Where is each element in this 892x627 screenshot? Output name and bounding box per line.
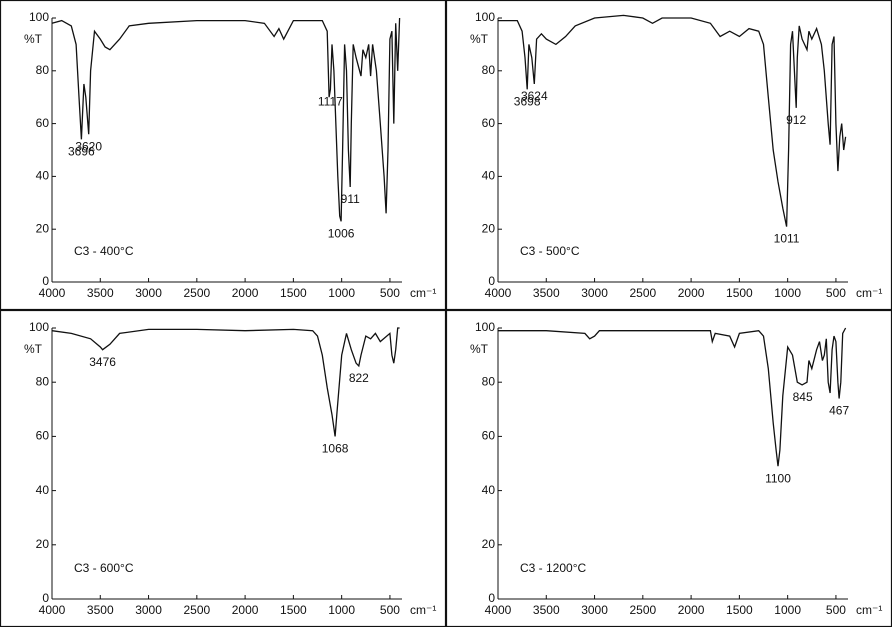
y-tick-label: 0 bbox=[42, 274, 49, 288]
y-tick-label: 80 bbox=[36, 374, 50, 388]
panel-title: C3 - 500°C bbox=[520, 244, 580, 258]
y-tick-label: 20 bbox=[482, 221, 496, 235]
spectrum-line bbox=[498, 14, 847, 227]
spectrum-line bbox=[51, 17, 401, 222]
x-tick-label: 2500 bbox=[183, 603, 210, 617]
peak-label: 1117 bbox=[318, 94, 343, 108]
panel-border bbox=[445, 0, 892, 311]
peak-label: 911 bbox=[341, 192, 360, 206]
y-tick-label: 20 bbox=[36, 221, 50, 235]
y-tick-label: 80 bbox=[36, 63, 50, 77]
y-tick-label: 60 bbox=[482, 429, 496, 443]
y-tick-label: 20 bbox=[482, 537, 496, 551]
y-axis-label: %T bbox=[24, 342, 43, 356]
y-tick-label: 100 bbox=[475, 320, 495, 334]
peak-label: 3624 bbox=[521, 89, 548, 103]
x-tick-label: 1000 bbox=[774, 603, 801, 617]
x-tick-label: 3500 bbox=[87, 286, 114, 300]
x-tick-label: 3000 bbox=[581, 286, 608, 300]
x-axis-unit: cm⁻¹ bbox=[856, 603, 882, 617]
x-tick-label: 4000 bbox=[39, 603, 66, 617]
x-axis-unit: cm⁻¹ bbox=[856, 286, 882, 300]
y-tick-label: 0 bbox=[42, 591, 49, 605]
peak-label: 1011 bbox=[774, 232, 800, 246]
y-tick-label: 40 bbox=[482, 483, 496, 497]
x-tick-label: 3500 bbox=[533, 603, 560, 617]
x-tick-label: 3500 bbox=[533, 286, 560, 300]
y-tick-label: 60 bbox=[36, 116, 50, 130]
x-tick-label: 4000 bbox=[485, 603, 512, 617]
y-tick-label: 80 bbox=[482, 374, 496, 388]
x-tick-label: 3000 bbox=[135, 603, 162, 617]
x-tick-label: 2500 bbox=[183, 286, 210, 300]
peak-label: 1100 bbox=[765, 471, 791, 485]
panel-border bbox=[0, 0, 447, 311]
peak-label: 912 bbox=[786, 113, 806, 127]
x-tick-label: 1000 bbox=[328, 286, 355, 300]
x-tick-label: 1500 bbox=[280, 286, 307, 300]
y-tick-label: 80 bbox=[482, 63, 496, 77]
x-tick-label: 500 bbox=[826, 603, 846, 617]
x-axis-unit: cm⁻¹ bbox=[410, 603, 436, 617]
x-tick-label: 2000 bbox=[232, 603, 259, 617]
x-tick-label: 2000 bbox=[232, 286, 259, 300]
y-tick-label: 40 bbox=[482, 169, 496, 183]
x-tick-label: 2500 bbox=[629, 286, 656, 300]
x-tick-label: 500 bbox=[826, 286, 846, 300]
x-tick-label: 1500 bbox=[726, 286, 753, 300]
x-tick-label: 4000 bbox=[485, 286, 512, 300]
x-tick-label: 500 bbox=[380, 603, 400, 617]
spectrum-line bbox=[51, 327, 400, 437]
y-axis-label: %T bbox=[470, 32, 489, 46]
y-axis-label: %T bbox=[470, 342, 489, 356]
peak-label: 3476 bbox=[89, 355, 116, 369]
x-tick-label: 3000 bbox=[135, 286, 162, 300]
x-tick-label: 1000 bbox=[328, 603, 355, 617]
x-tick-label: 2000 bbox=[678, 286, 705, 300]
spectrum-line bbox=[498, 327, 847, 467]
peak-label: 467 bbox=[829, 404, 849, 418]
peak-label: 3696 bbox=[68, 145, 95, 159]
x-tick-label: 2500 bbox=[629, 603, 656, 617]
peak-label: 1006 bbox=[328, 226, 355, 240]
panel-border bbox=[445, 309, 892, 627]
y-tick-label: 60 bbox=[36, 429, 50, 443]
x-tick-label: 1500 bbox=[726, 603, 753, 617]
peak-label: 1068 bbox=[322, 442, 349, 456]
x-tick-label: 3500 bbox=[87, 603, 114, 617]
y-axis-label: %T bbox=[24, 32, 43, 46]
y-tick-label: 0 bbox=[488, 274, 495, 288]
y-tick-label: 100 bbox=[475, 10, 495, 24]
x-tick-label: 500 bbox=[380, 286, 400, 300]
x-tick-label: 3000 bbox=[581, 603, 608, 617]
peak-label: 822 bbox=[349, 371, 369, 385]
panel-title: C3 - 600°C bbox=[74, 561, 134, 575]
x-tick-label: 4000 bbox=[39, 286, 66, 300]
y-tick-label: 100 bbox=[29, 320, 49, 334]
panel-title: C3 - 400°C bbox=[74, 244, 134, 258]
x-tick-label: 1500 bbox=[280, 603, 307, 617]
y-tick-label: 60 bbox=[482, 116, 496, 130]
peak-label: 3620 bbox=[75, 139, 102, 153]
peak-label: 845 bbox=[793, 390, 813, 404]
x-axis-unit: cm⁻¹ bbox=[410, 286, 436, 300]
panel-title: C3 - 1200°C bbox=[520, 561, 586, 575]
y-tick-label: 100 bbox=[29, 10, 49, 24]
x-tick-label: 1000 bbox=[774, 286, 801, 300]
y-tick-label: 0 bbox=[488, 591, 495, 605]
y-tick-label: 20 bbox=[36, 537, 50, 551]
y-tick-label: 40 bbox=[36, 483, 50, 497]
y-tick-label: 40 bbox=[36, 169, 50, 183]
x-tick-label: 2000 bbox=[678, 603, 705, 617]
peak-label: 3698 bbox=[514, 94, 541, 108]
panel-border bbox=[0, 309, 447, 627]
